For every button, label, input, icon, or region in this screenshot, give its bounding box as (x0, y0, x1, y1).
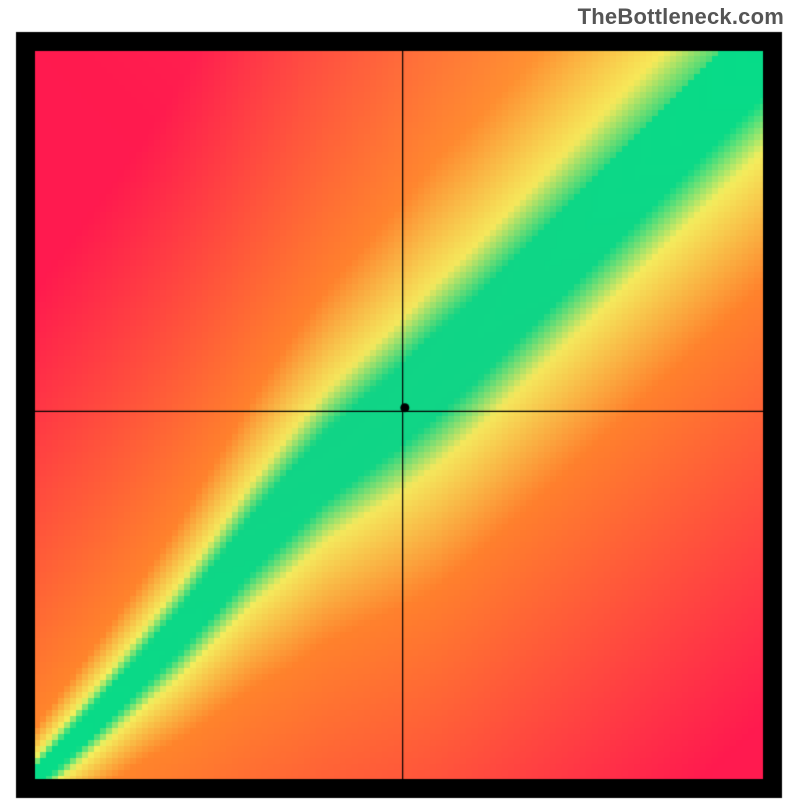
heatmap-canvas (0, 0, 800, 800)
watermark-text: TheBottleneck.com (578, 4, 784, 30)
chart-container: TheBottleneck.com (0, 0, 800, 800)
